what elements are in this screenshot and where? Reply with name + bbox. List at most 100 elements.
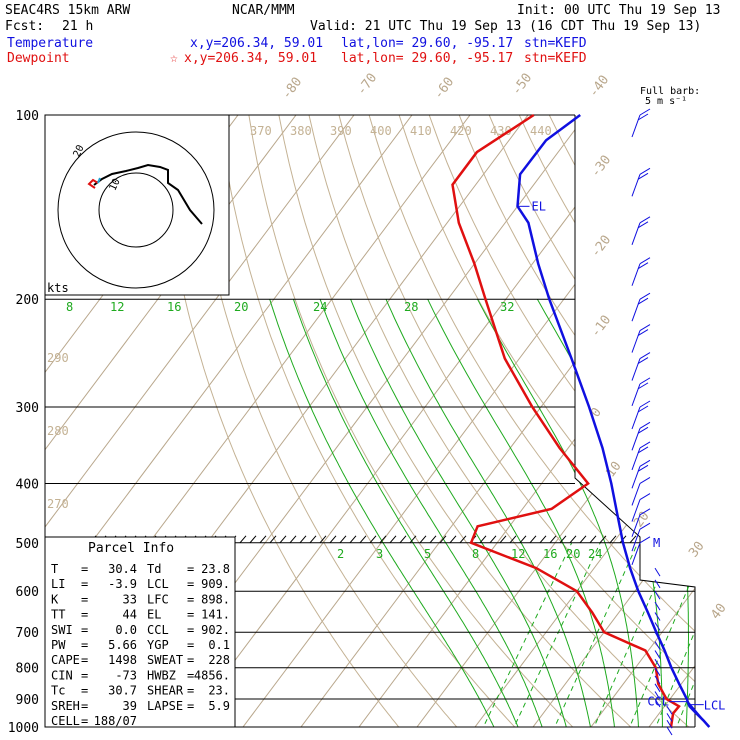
hatch-mark	[389, 535, 397, 544]
parcel-equals: =	[187, 653, 194, 667]
forecast-hours: 21 h	[62, 19, 93, 34]
wind-barb	[654, 579, 661, 589]
hatch-mark	[429, 535, 437, 544]
theta-label: 290	[47, 351, 69, 365]
parcel-info-frame	[44, 536, 236, 728]
sounding-profiles	[451, 113, 711, 728]
parcel-value: 30.4	[108, 562, 137, 576]
wind-barb-flag	[639, 377, 651, 385]
theta-label: 440	[530, 124, 552, 138]
wind-barb-flag	[639, 421, 651, 429]
parcel-equals: =	[81, 623, 88, 637]
parcel-equals: =	[81, 684, 88, 698]
parcel-key: CIN	[51, 668, 73, 682]
moist-adiabat-line	[319, 299, 547, 727]
wind-barb	[631, 499, 641, 522]
hatch-mark	[309, 535, 317, 544]
parcel-info-panel: Parcel Info T = 30.4 Td = 23.8 LI = -3.9 LCL = 909.…	[44, 536, 236, 728]
theta-label: 370	[250, 124, 272, 138]
hatch-mark	[449, 535, 457, 544]
mixing-ratio-label: 20	[566, 547, 580, 561]
hatch-mark	[489, 535, 497, 544]
parcel-value: 188/07	[94, 714, 137, 728]
plot-right-boundary	[574, 115, 696, 727]
isotherm-line	[45, 115, 434, 727]
parcel-key: CELL	[51, 714, 80, 728]
hatch-mark	[399, 535, 407, 544]
wind-barb	[631, 406, 641, 430]
level-marker-lcl: LCL	[704, 699, 726, 713]
parcel-key: CAPE	[51, 653, 80, 667]
wind-barb-flag	[639, 441, 651, 449]
parcel-equals: =	[187, 668, 194, 682]
mixing-ratio-label: 8	[472, 547, 479, 561]
wind-barb	[654, 691, 661, 700]
wind-barb	[631, 114, 641, 138]
wind-barb	[654, 631, 661, 641]
pressure-label: 1000	[8, 721, 39, 736]
hatch-mark	[549, 535, 557, 544]
level-marker-el: EL	[532, 199, 546, 213]
temperature-profile	[516, 113, 711, 728]
mixing-ratio-label: 20	[234, 300, 248, 314]
wind-barb	[654, 667, 661, 676]
hodograph-ring-label-10: 10	[108, 177, 123, 193]
temperature-xy: x,y=206.34, 59.01	[190, 36, 323, 51]
parcel-value: 909.	[201, 577, 230, 591]
level-marker-ccl: CCL	[647, 695, 669, 709]
wind-barb-flag	[639, 167, 651, 175]
wind-barb	[631, 466, 641, 489]
pressure-label: 300	[16, 401, 39, 416]
wind-barb-flag	[639, 508, 651, 516]
hatch-mark	[259, 535, 267, 544]
hatch-mark	[419, 535, 427, 544]
wind-barb	[654, 698, 661, 708]
parcel-equals: =	[187, 562, 194, 576]
wind-barb	[654, 567, 661, 577]
wind-barb-flag	[639, 257, 651, 265]
parcel-key: SREH	[51, 699, 80, 713]
hatch-mark	[609, 535, 617, 544]
wind-barb	[631, 447, 641, 471]
parcel-key: HWBZ	[147, 668, 176, 682]
hodograph-surface-trace	[97, 177, 101, 184]
pressure-label: 600	[16, 585, 39, 600]
init-time: Init: 00 UTC Thu 19 Sep 13	[517, 3, 721, 18]
wind-barb-flag	[637, 426, 649, 434]
parcel-value: 1498	[108, 653, 137, 667]
pressure-label: 100	[16, 109, 39, 124]
wind-barb-flag	[637, 382, 649, 390]
parcel-key: TT	[51, 608, 65, 622]
hatch-mark	[369, 535, 377, 544]
mixing-ratio-label: 5	[424, 547, 431, 561]
parcel-value: 5.9	[208, 699, 230, 713]
parcel-key: K	[51, 592, 59, 606]
parcel-equals: =	[81, 638, 88, 652]
wind-barb-flag	[637, 221, 649, 229]
dewpoint-legend: Dewpoint	[7, 51, 70, 66]
hatch-mark	[519, 535, 527, 544]
wind-barb	[654, 601, 661, 611]
dry-adiabat-line	[158, 115, 410, 727]
hodograph-units: kts	[47, 281, 69, 295]
parcel-value: 33	[123, 592, 137, 606]
hatch-mark	[479, 535, 487, 544]
wind-barb-flag	[639, 536, 651, 544]
parcel-value: -3.9	[108, 577, 137, 591]
hatch-mark	[379, 535, 387, 544]
wind-barb	[631, 483, 641, 506]
dry-adiabat-line	[248, 115, 587, 727]
wind-barb	[666, 706, 673, 715]
wind-barb	[666, 726, 673, 736]
wind-barb-flag	[639, 522, 651, 530]
theta-label: 270	[47, 497, 69, 511]
hatch-mark	[559, 535, 567, 544]
wind-barb-flag	[639, 216, 651, 224]
hatch-mark	[629, 535, 637, 544]
parcel-equals: =	[81, 608, 88, 622]
hatch-mark	[409, 535, 417, 544]
moist-adiabat-line	[427, 298, 617, 727]
wind-barb-flag	[637, 446, 649, 454]
wind-barb-flag	[637, 262, 649, 270]
